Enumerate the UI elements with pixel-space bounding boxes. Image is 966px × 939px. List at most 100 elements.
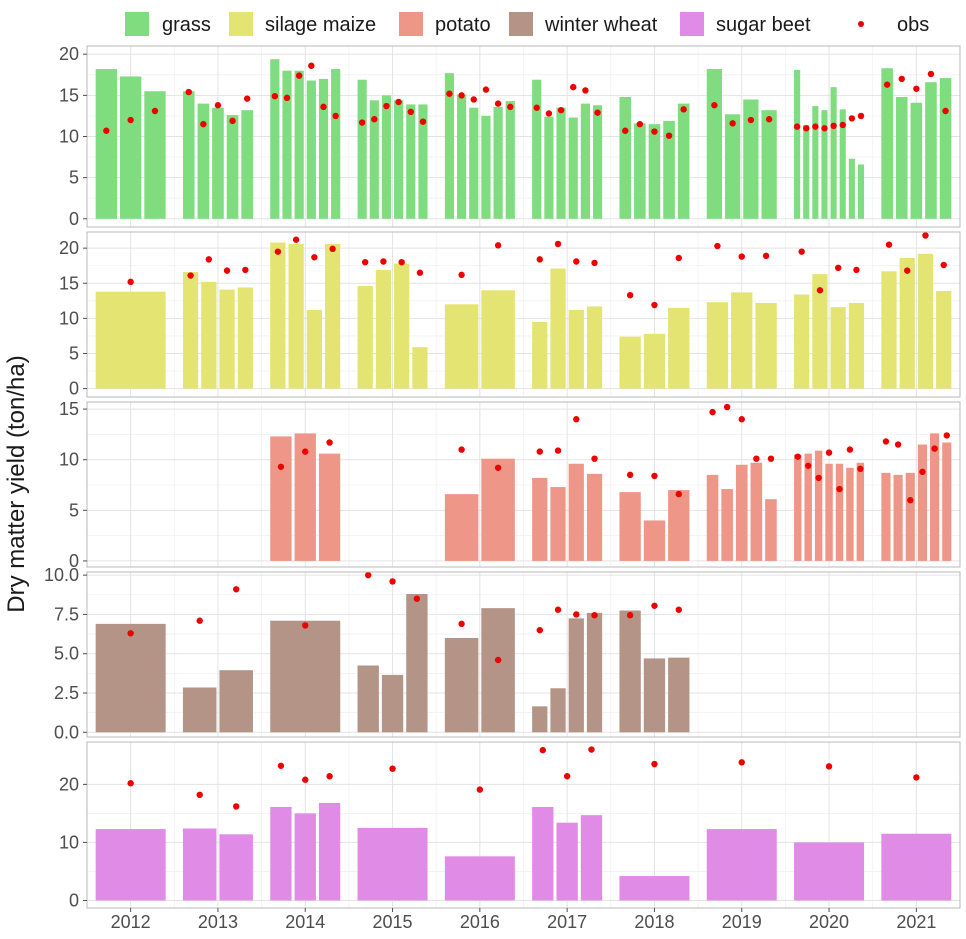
bar-silage-maize-2017-1 (532, 321, 548, 389)
bar-grass-2017-5 (580, 103, 590, 219)
bar-potato-2014-3 (318, 453, 341, 561)
obs-point-grass-2017-1 (533, 104, 540, 111)
obs-point-sugar-beet-2016-1 (476, 786, 484, 793)
obs-point-sugar-beet-2017-3 (588, 746, 595, 753)
bar-winter-wheat-2017-1 (532, 706, 548, 733)
y-tick-label-winter-wheat: 10.0 (44, 565, 79, 585)
legend-item-winter-wheat: winter wheat (509, 12, 658, 36)
obs-point-grass-2018-1 (622, 127, 629, 134)
bar-potato-2020-1 (794, 454, 802, 561)
bar-silage-maize-2018-1 (619, 336, 641, 389)
obs-point-silage-maize-2021-2 (904, 267, 911, 274)
bar-grass-2012-3 (144, 91, 166, 219)
bar-silage-maize-2017-4 (586, 306, 603, 389)
bar-winter-wheat-2012-1 (95, 623, 166, 733)
obs-point-silage-maize-2019-2 (738, 253, 745, 260)
obs-point-potato-2020-6 (846, 446, 854, 453)
obs-point-grass-2018-3 (651, 128, 658, 135)
y-tick-label-sugar-beet: 0 (69, 890, 79, 910)
bar-grass-2013-1 (182, 91, 195, 219)
bar-grass-2012-2 (119, 76, 142, 219)
y-tick-label-sugar-beet: 20 (59, 774, 79, 794)
y-tick-label-potato: 0 (69, 551, 79, 571)
obs-point-grass-2017-2 (545, 110, 553, 117)
obs-point-winter-wheat-2014-1 (302, 622, 309, 629)
legend-item-sugar-beet: sugar beet (680, 12, 811, 36)
obs-point-grass-2012-1 (103, 127, 110, 134)
obs-point-sugar-beet-2018-1 (651, 760, 658, 768)
bar-grass-2015-1 (357, 79, 367, 219)
bar-grass-2014-3 (294, 70, 304, 219)
bar-silage-maize-2015-1 (357, 286, 373, 389)
x-tick-label-2021: 2021 (896, 912, 936, 932)
bar-grass-2015-3 (381, 95, 392, 219)
legend-swatch-winter-wheat (509, 12, 533, 36)
bar-grass-2015-4 (394, 100, 404, 219)
legend-label-grass: grass (162, 14, 211, 36)
bar-grass-2021-5 (939, 78, 952, 219)
obs-point-grass-2018-2 (636, 120, 644, 128)
obs-point-silage-maize-2015-3 (398, 258, 405, 266)
bar-sugar-beet-2017-2 (556, 822, 578, 901)
obs-point-silage-maize-2014-2 (292, 236, 300, 243)
obs-point-grass-2013-4 (229, 117, 236, 125)
bar-sugar-beet-2014-1 (270, 807, 292, 901)
obs-point-sugar-beet-2014-2 (302, 776, 309, 783)
bar-sugar-beet-2021-1 (881, 833, 952, 901)
x-tick-label-2015: 2015 (373, 912, 413, 932)
obs-point-silage-maize-2020-1 (798, 248, 805, 255)
legend: grass silage maize potato winter wheat sugar… (125, 12, 929, 36)
obs-point-grass-2014-3 (295, 72, 303, 79)
obs-point-potato-2017-4 (591, 455, 598, 462)
obs-point-winter-wheat-2012-1 (127, 630, 134, 637)
obs-point-silage-maize-2020-3 (834, 264, 842, 272)
obs-point-grass-2015-1 (358, 119, 366, 126)
bar-potato-2021-5 (930, 433, 940, 561)
obs-point-potato-2019-5 (767, 455, 775, 462)
bar-potato-2021-4 (917, 444, 928, 561)
obs-point-sugar-beet-2015-1 (389, 765, 396, 772)
bar-potato-2019-5 (765, 499, 777, 561)
obs-point-sugar-beet-2017-1 (539, 746, 547, 754)
bar-grass-2014-4 (306, 80, 316, 219)
obs-point-potato-2020-1 (794, 453, 801, 460)
obs-point-grass-2018-5 (680, 106, 687, 113)
panel-winter-wheat: 0.0 2.5 5.0 7.5 10.0 (44, 565, 961, 742)
x-tick-label-2016: 2016 (460, 912, 500, 932)
bar-silage-maize-2015-4 (412, 347, 428, 389)
obs-point-grass-2021-3 (913, 85, 920, 92)
bar-grass-2018-3 (648, 124, 661, 219)
obs-point-silage-maize-2014-4 (329, 245, 336, 253)
obs-point-sugar-beet-2017-2 (563, 773, 571, 780)
obs-point-potato-2016-2 (494, 464, 502, 471)
obs-point-sugar-beet-2014-1 (277, 762, 285, 769)
bar-silage-maize-2020-2 (812, 274, 828, 389)
bar-silage-maize-2020-4 (848, 302, 865, 389)
bar-potato-2019-1 (706, 474, 719, 561)
bar-potato-2017-3 (568, 463, 584, 561)
obs-point-silage-maize-2018-1 (626, 291, 634, 299)
legend-marker-obs (858, 21, 864, 27)
obs-point-grass-2015-4 (395, 98, 402, 106)
bar-silage-maize-2016-2 (481, 290, 515, 389)
bar-grass-2018-2 (634, 123, 646, 219)
obs-point-silage-maize-2017-2 (554, 240, 562, 248)
panel-potato: 0 5 10 15 (59, 399, 961, 571)
bar-grass-2021-2 (895, 97, 908, 219)
obs-point-silage-maize-2021-1 (885, 241, 893, 248)
bar-winter-wheat-2013-2 (219, 670, 253, 733)
bar-grass-2021-4 (925, 82, 937, 219)
bar-silage-maize-2019-3 (755, 302, 777, 389)
obs-point-sugar-beet-2013-1 (196, 791, 203, 799)
obs-point-silage-maize-2013-3 (223, 267, 231, 274)
bar-winter-wheat-2013-1 (182, 687, 217, 733)
obs-point-silage-maize-2015-2 (380, 258, 387, 265)
bar-silage-maize-2014-3 (306, 309, 322, 389)
bar-potato-2020-7 (856, 462, 865, 561)
bar-silage-maize-2012-1 (95, 291, 166, 389)
obs-point-grass-2013-5 (243, 95, 251, 102)
y-tick-label-potato: 10 (59, 450, 79, 470)
obs-point-winter-wheat-2018-3 (675, 606, 682, 613)
obs-point-grass-2018-4 (665, 132, 673, 139)
bar-grass-2020-3 (812, 106, 819, 219)
